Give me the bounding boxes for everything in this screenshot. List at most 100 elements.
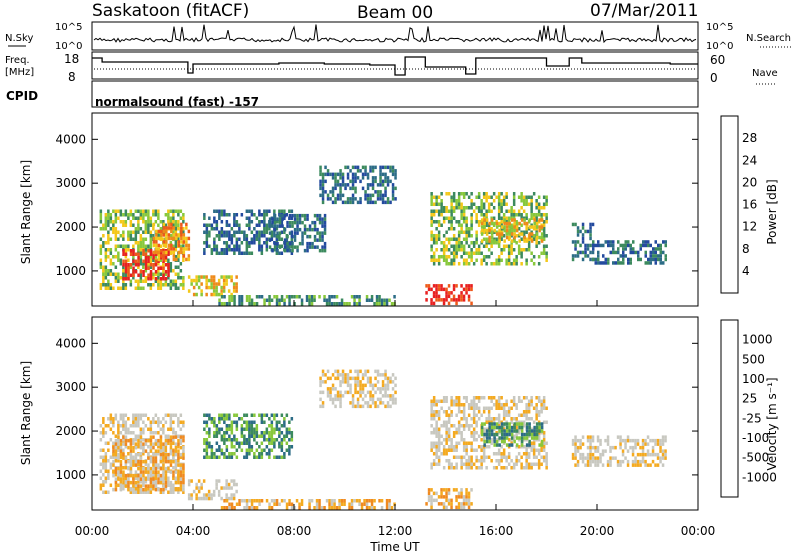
data-cell bbox=[240, 434, 244, 438]
data-cell bbox=[233, 248, 236, 252]
data-cell bbox=[268, 424, 271, 428]
data-cell bbox=[316, 227, 319, 232]
data-cell bbox=[102, 490, 105, 494]
data-cell bbox=[525, 237, 528, 241]
data-cell bbox=[107, 286, 110, 290]
data-cell bbox=[162, 283, 165, 287]
data-cell bbox=[283, 245, 287, 249]
data-cell bbox=[475, 448, 478, 452]
data-cell bbox=[157, 262, 160, 266]
data-cell bbox=[535, 220, 538, 224]
data-cell bbox=[109, 227, 113, 231]
data-cell bbox=[117, 448, 120, 452]
data-cell bbox=[520, 223, 523, 227]
data-cell bbox=[487, 206, 491, 210]
data-cell bbox=[273, 234, 276, 238]
data-cell bbox=[462, 448, 466, 452]
data-cell bbox=[488, 422, 491, 426]
data-cell bbox=[296, 227, 299, 232]
data-cell bbox=[644, 452, 647, 457]
data-cell bbox=[644, 261, 647, 265]
data-cell bbox=[432, 427, 436, 431]
data-cell bbox=[99, 283, 103, 287]
data-cell bbox=[228, 417, 231, 421]
data-cell bbox=[617, 261, 620, 265]
data-cell bbox=[435, 452, 438, 456]
data-cell bbox=[542, 459, 546, 463]
data-cell bbox=[629, 257, 632, 262]
colorbar-tick-label: 25 bbox=[742, 392, 757, 406]
data-cell bbox=[187, 275, 191, 279]
data-cell bbox=[318, 213, 322, 218]
data-cell bbox=[164, 484, 168, 488]
data-cell bbox=[358, 295, 361, 299]
data-cell bbox=[164, 223, 168, 227]
data-cell bbox=[336, 172, 340, 177]
data-cell bbox=[285, 295, 289, 299]
data-cell bbox=[144, 220, 148, 224]
data-cell bbox=[470, 424, 473, 428]
data-cell bbox=[157, 487, 160, 492]
data-cell bbox=[574, 452, 577, 457]
data-cell bbox=[619, 243, 622, 248]
data-cell bbox=[542, 448, 546, 452]
data-cell bbox=[523, 235, 526, 240]
data-cell bbox=[122, 466, 125, 470]
data-cell bbox=[528, 439, 531, 444]
data-cell bbox=[571, 240, 575, 244]
data-cell bbox=[483, 439, 486, 444]
data-cell bbox=[306, 234, 309, 239]
data-cell bbox=[364, 394, 367, 398]
data-cell bbox=[313, 224, 317, 228]
data-cell bbox=[495, 399, 498, 403]
data-cell bbox=[656, 442, 660, 446]
data-cell bbox=[338, 502, 341, 506]
data-cell bbox=[319, 183, 322, 187]
data-cell bbox=[391, 193, 395, 198]
data-cell bbox=[627, 257, 630, 262]
y-tick-label: 3000 bbox=[55, 380, 86, 394]
data-cell bbox=[435, 491, 438, 496]
data-cell bbox=[208, 216, 211, 220]
data-cell bbox=[510, 228, 514, 233]
data-cell bbox=[525, 262, 528, 266]
data-cell bbox=[445, 255, 448, 259]
data-cell bbox=[182, 473, 185, 478]
data-cell bbox=[351, 186, 355, 191]
data-cell bbox=[462, 209, 466, 213]
data-cell bbox=[280, 413, 284, 417]
data-cell bbox=[218, 230, 221, 234]
data-cell bbox=[462, 410, 466, 414]
data-cell bbox=[308, 502, 311, 506]
data-cell bbox=[134, 470, 138, 474]
data-cell bbox=[430, 431, 433, 435]
data-cell bbox=[460, 488, 463, 492]
data-cell bbox=[233, 445, 236, 449]
data-cell bbox=[197, 278, 201, 283]
data-cell bbox=[497, 192, 501, 196]
data-cell bbox=[589, 463, 592, 467]
data-cell bbox=[652, 247, 655, 251]
data-cell bbox=[144, 209, 148, 213]
data-cell bbox=[492, 206, 496, 210]
data-cell bbox=[538, 235, 541, 240]
data-cell bbox=[255, 434, 259, 438]
data-cell bbox=[233, 234, 236, 238]
data-cell bbox=[535, 455, 538, 459]
data-cell bbox=[495, 439, 499, 444]
data-cell bbox=[535, 216, 538, 220]
data-cell bbox=[452, 424, 456, 428]
data-cell bbox=[210, 227, 214, 231]
data-cell bbox=[217, 489, 221, 494]
data-cell bbox=[107, 223, 110, 227]
data-cell bbox=[530, 213, 533, 217]
data-cell bbox=[149, 241, 153, 245]
data-cell bbox=[589, 229, 592, 234]
data-cell bbox=[215, 248, 219, 252]
data-cell bbox=[450, 448, 453, 452]
data-cell bbox=[437, 298, 441, 302]
data-cell bbox=[525, 455, 528, 459]
data-cell bbox=[167, 427, 170, 431]
data-cell bbox=[571, 452, 575, 457]
data-cell bbox=[157, 229, 161, 234]
